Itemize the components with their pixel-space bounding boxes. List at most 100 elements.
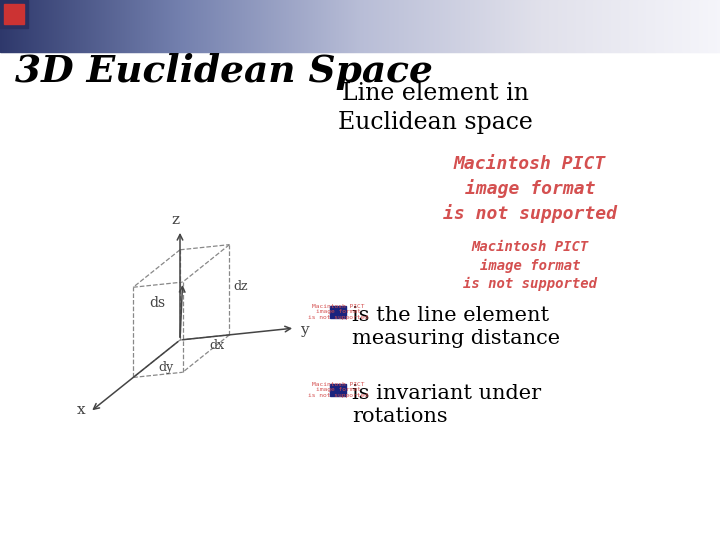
Bar — [54, 0, 55, 52]
Bar — [393, 0, 394, 52]
Bar — [629, 0, 630, 52]
Bar — [670, 0, 671, 52]
Bar — [156, 0, 157, 52]
Bar — [89, 0, 90, 52]
Bar — [266, 0, 267, 52]
Bar — [44, 0, 45, 52]
Bar — [157, 0, 158, 52]
Bar — [483, 0, 484, 52]
Bar — [342, 0, 343, 52]
Bar — [392, 0, 393, 52]
Bar — [464, 0, 465, 52]
Bar — [708, 0, 709, 52]
Bar — [32, 0, 33, 52]
Bar — [557, 0, 558, 52]
Bar — [236, 0, 237, 52]
Bar — [175, 0, 176, 52]
Bar — [705, 0, 706, 52]
Bar — [125, 0, 126, 52]
Bar — [39, 0, 40, 52]
Bar — [90, 0, 91, 52]
Bar — [409, 0, 410, 52]
Bar — [7, 0, 8, 52]
Bar — [690, 0, 691, 52]
Bar — [108, 0, 109, 52]
Bar — [130, 0, 131, 52]
Bar — [442, 0, 443, 52]
Bar — [13, 0, 14, 52]
Bar — [642, 0, 643, 52]
Bar — [665, 0, 666, 52]
Bar — [186, 0, 187, 52]
Bar — [499, 0, 500, 52]
Bar — [359, 0, 360, 52]
Bar — [507, 0, 508, 52]
Bar — [331, 0, 332, 52]
Bar — [1, 0, 2, 52]
Bar — [103, 0, 104, 52]
Bar — [356, 0, 357, 52]
Bar — [320, 0, 321, 52]
Bar — [357, 0, 358, 52]
Bar — [718, 0, 719, 52]
Bar — [661, 0, 662, 52]
Bar — [651, 0, 652, 52]
Bar — [500, 0, 501, 52]
Bar — [226, 0, 227, 52]
Bar — [385, 0, 386, 52]
Bar — [587, 0, 588, 52]
Bar — [704, 0, 705, 52]
Bar — [506, 0, 507, 52]
Bar — [159, 0, 160, 52]
Bar — [6, 0, 7, 52]
Text: dz: dz — [233, 280, 248, 293]
Bar — [115, 0, 116, 52]
Bar — [395, 0, 396, 52]
Bar — [229, 0, 230, 52]
Bar — [163, 0, 164, 52]
Bar — [327, 0, 328, 52]
Bar — [137, 0, 138, 52]
Bar — [679, 0, 680, 52]
Bar — [203, 0, 204, 52]
Bar — [15, 0, 16, 52]
Bar — [546, 0, 547, 52]
Bar — [565, 0, 566, 52]
Bar — [476, 0, 477, 52]
Bar — [712, 0, 713, 52]
Bar — [101, 0, 102, 52]
Bar — [402, 0, 403, 52]
Bar — [495, 0, 496, 52]
Bar — [451, 0, 452, 52]
Bar — [474, 0, 475, 52]
Bar — [347, 0, 348, 52]
Bar — [522, 0, 523, 52]
Bar — [525, 0, 526, 52]
Bar — [524, 0, 525, 52]
Bar — [453, 0, 454, 52]
Bar — [307, 0, 308, 52]
Bar — [274, 0, 275, 52]
Bar — [52, 0, 53, 52]
Bar — [582, 0, 583, 52]
Bar — [220, 0, 221, 52]
Bar — [62, 0, 63, 52]
Bar — [144, 0, 145, 52]
Bar — [619, 0, 620, 52]
Bar — [338, 0, 339, 52]
Bar — [685, 0, 686, 52]
Bar — [419, 0, 420, 52]
Bar — [65, 0, 66, 52]
Bar — [70, 0, 71, 52]
Bar — [143, 0, 144, 52]
Text: dy: dy — [158, 361, 174, 374]
Bar — [120, 0, 121, 52]
Bar — [521, 0, 522, 52]
Bar — [388, 0, 389, 52]
Text: Macintosh PICT
image format
is not supported: Macintosh PICT image format is not suppo… — [308, 382, 368, 398]
Bar — [659, 0, 660, 52]
Bar — [620, 0, 621, 52]
Bar — [129, 0, 130, 52]
Bar — [381, 0, 382, 52]
Bar — [247, 0, 248, 52]
